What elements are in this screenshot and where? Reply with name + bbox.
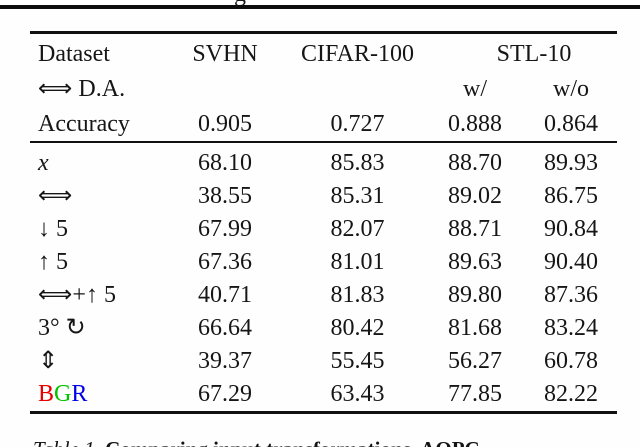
top-divider-rule (0, 5, 640, 9)
row-label-rotate-3deg: 3° ↻ (38, 314, 86, 341)
header-cell-empty (290, 71, 425, 106)
value-cell: 89.63 (448, 248, 502, 275)
header-cell-data-augmentation: ⟺ D.A. (38, 75, 126, 102)
header-cell-empty (160, 71, 290, 106)
value-cell: 83.24 (544, 314, 598, 341)
value-cell: 66.64 (198, 314, 252, 341)
header-cell-stl10: STL-10 (496, 40, 572, 67)
value-cell: 89.80 (448, 281, 502, 308)
bgr-letter-b: B (38, 380, 55, 407)
row-label-x: x (38, 149, 49, 176)
value-cell: 85.31 (330, 182, 385, 209)
table-rule-bottom (30, 411, 617, 414)
value-cell: 68.10 (198, 149, 252, 176)
row-label-flip-plus-shift-up-5: ⟺+↑ 5 (38, 281, 116, 308)
value-cell: 56.27 (448, 347, 502, 374)
accuracy-value-cifar100: 0.727 (330, 110, 385, 137)
text-fragment-g: g (234, 0, 246, 5)
value-cell: 55.45 (330, 347, 385, 374)
value-cell: 81.68 (448, 314, 502, 341)
value-cell: 90.40 (544, 248, 598, 275)
value-cell: 67.29 (198, 380, 252, 407)
value-cell: 82.22 (544, 380, 598, 407)
bgr-letter-r: R (71, 380, 88, 407)
caption-text: Comparing input transformations. AOPC (105, 437, 480, 447)
value-cell: 38.55 (198, 182, 252, 209)
header-cell-with: w/ (463, 75, 487, 102)
value-cell: 40.71 (198, 281, 252, 308)
value-cell: 88.71 (448, 215, 502, 242)
value-cell: 81.83 (330, 281, 385, 308)
value-cell: 86.75 (544, 182, 598, 209)
value-cell: 85.83 (330, 149, 385, 176)
accuracy-value-stl10-w: 0.888 (448, 110, 502, 137)
value-cell: 82.07 (330, 215, 385, 242)
value-cell: 87.36 (544, 281, 598, 308)
row-label-shift-down-5: ↓ 5 (38, 215, 68, 242)
value-cell: 63.43 (330, 380, 385, 407)
value-cell: 89.02 (448, 182, 502, 209)
caption-label: Table 1. (33, 437, 100, 447)
header-cell-cifar100: CIFAR-100 (301, 40, 414, 67)
table-rule-top (30, 31, 617, 34)
accuracy-value-svhn: 0.905 (198, 110, 252, 137)
value-cell: 67.36 (198, 248, 252, 275)
value-cell: 60.78 (544, 347, 598, 374)
table-header: Dataset SVHN CIFAR-100 STL-10 ⟺ D.A. w/ … (30, 36, 617, 141)
row-label-shift-up-5: ↑ 5 (38, 248, 68, 275)
accuracy-value-stl10-wo: 0.864 (544, 110, 598, 137)
value-cell: 88.70 (448, 149, 502, 176)
row-label-flip-vertical: ⇕ (38, 347, 59, 374)
value-cell: 39.37 (198, 347, 252, 374)
value-cell: 90.84 (544, 215, 598, 242)
table-caption: Table 1. Comparing input transformations… (33, 437, 480, 447)
header-cell-without: w/o (553, 75, 589, 102)
header-cell-accuracy: Accuracy (38, 110, 130, 137)
value-cell: 77.85 (448, 380, 502, 407)
cropped-text-fragment: g (234, 0, 262, 5)
row-label-flip-horizontal: ⟺ (38, 182, 73, 209)
header-cell-svhn: SVHN (192, 40, 258, 67)
header-cell-dataset: Dataset (38, 40, 110, 67)
table-body: x 68.10 85.83 88.70 89.93 ⟺ 38.55 85.31 … (30, 146, 617, 410)
value-cell: 67.99 (198, 215, 252, 242)
bgr-letter-g: G (54, 380, 72, 407)
value-cell: 89.93 (544, 149, 598, 176)
value-cell: 80.42 (330, 314, 385, 341)
value-cell: 81.01 (330, 248, 385, 275)
table-rule-mid (30, 141, 617, 143)
cropped-caption: Table 1. Comparing input transformations… (0, 437, 640, 447)
